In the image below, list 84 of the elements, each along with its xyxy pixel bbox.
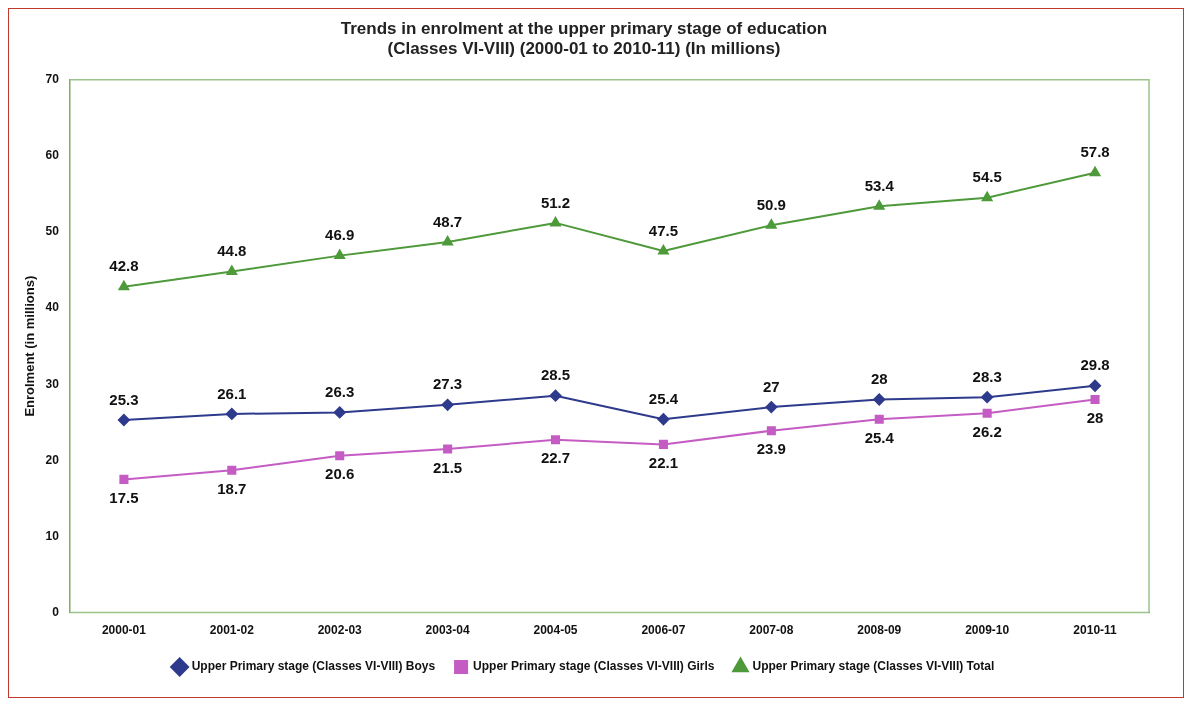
x-tick-label: 2004-05 — [533, 623, 578, 638]
data-label: 28 — [1086, 409, 1104, 427]
point — [658, 245, 669, 255]
point — [873, 200, 885, 210]
point — [657, 413, 670, 426]
point — [118, 280, 130, 291]
x-tick-label: 2007-08 — [749, 623, 794, 638]
x-tick-label: 2000-01 — [101, 623, 147, 638]
legend-label: Upper Primary stage (Classes VI-VIII) Girls — [473, 659, 715, 674]
data-label: 28 — [870, 370, 888, 388]
point — [334, 249, 346, 260]
data-label: 21.5 — [433, 458, 463, 476]
point — [335, 451, 345, 461]
point — [333, 406, 346, 419]
data-label: 25.4 — [648, 389, 679, 407]
y-tick-label: 50 — [45, 224, 60, 239]
data-label: 26.1 — [217, 384, 247, 402]
point — [227, 465, 237, 475]
point — [874, 414, 884, 424]
point — [658, 439, 668, 449]
text: Trends in enrolment at the upper primary stage of education — [340, 18, 828, 38]
data-label: 44.8 — [217, 242, 247, 260]
x-tick-label: 2010-11 — [1073, 623, 1118, 638]
data-label: 17.5 — [109, 489, 139, 507]
y-tick-label: 70 — [45, 72, 60, 87]
point — [766, 219, 777, 229]
y-tick-label: 20 — [45, 452, 60, 467]
point — [442, 235, 453, 246]
point — [765, 401, 778, 414]
data-label: 53.4 — [864, 176, 895, 194]
data-label: 29.8 — [1080, 356, 1110, 374]
point — [981, 391, 994, 404]
data-label: 28.5 — [540, 366, 571, 384]
point — [443, 444, 453, 454]
legend-label: Upper Primary stage (Classes VI-VIII) Total — [752, 659, 995, 674]
data-label: 42.8 — [109, 257, 139, 275]
data-label: 26.2 — [972, 422, 1002, 440]
point — [550, 216, 561, 227]
data-label: 51.2 — [540, 193, 571, 211]
data-label: 50.9 — [756, 195, 786, 213]
data-label: 18.7 — [217, 479, 247, 497]
point — [119, 474, 129, 484]
point — [226, 265, 238, 276]
point — [982, 408, 992, 418]
y-tick-label: 30 — [45, 376, 60, 391]
data-label: 27.3 — [433, 375, 463, 393]
point — [550, 435, 561, 445]
data-label: 22.1 — [648, 454, 679, 472]
x-tick-label: 2006-07 — [641, 623, 686, 638]
data-label: 26.3 — [325, 383, 355, 401]
point — [441, 398, 454, 411]
point — [549, 389, 562, 402]
y-axis-title: Enrolment (in millions) — [22, 275, 38, 417]
legend-label: Upper Primary stage (Classes VI-VIII) Boys — [191, 659, 436, 674]
x-tick-label: 2002-03 — [317, 623, 363, 638]
data-label: 54.5 — [972, 168, 1002, 186]
data-label: 25.4 — [864, 428, 895, 446]
data-label: 28.3 — [972, 367, 1002, 385]
data-label: 23.9 — [756, 440, 786, 458]
x-tick-label: 2008-09 — [857, 623, 902, 638]
x-tick-label: 2003-04 — [425, 623, 470, 638]
y-tick-label: 10 — [45, 528, 60, 543]
y-tick-label: 60 — [45, 148, 60, 163]
point — [117, 414, 130, 427]
x-tick-label: 2009-10 — [965, 623, 1010, 638]
data-label: 27 — [762, 377, 780, 395]
data-label: 46.9 — [325, 226, 355, 244]
x-tick-label: 2001-02 — [209, 623, 255, 638]
data-label: 22.7 — [540, 449, 571, 467]
point — [1089, 379, 1102, 392]
point — [873, 393, 886, 406]
data-label: 47.5 — [648, 221, 679, 239]
data-label: 48.7 — [433, 212, 463, 230]
point — [766, 426, 776, 436]
point — [225, 407, 238, 420]
point — [1089, 166, 1101, 177]
point — [1090, 394, 1100, 405]
point — [981, 191, 993, 202]
y-tick-label: 0 — [52, 604, 60, 619]
data-label: 57.8 — [1080, 143, 1110, 161]
data-label: 25.3 — [109, 390, 139, 408]
y-tick-label: 40 — [45, 300, 60, 315]
data-label: 20.6 — [325, 465, 355, 483]
text: (Classes VI-VIII) (2000-01 to 2010-11) (In millions) — [387, 39, 781, 59]
